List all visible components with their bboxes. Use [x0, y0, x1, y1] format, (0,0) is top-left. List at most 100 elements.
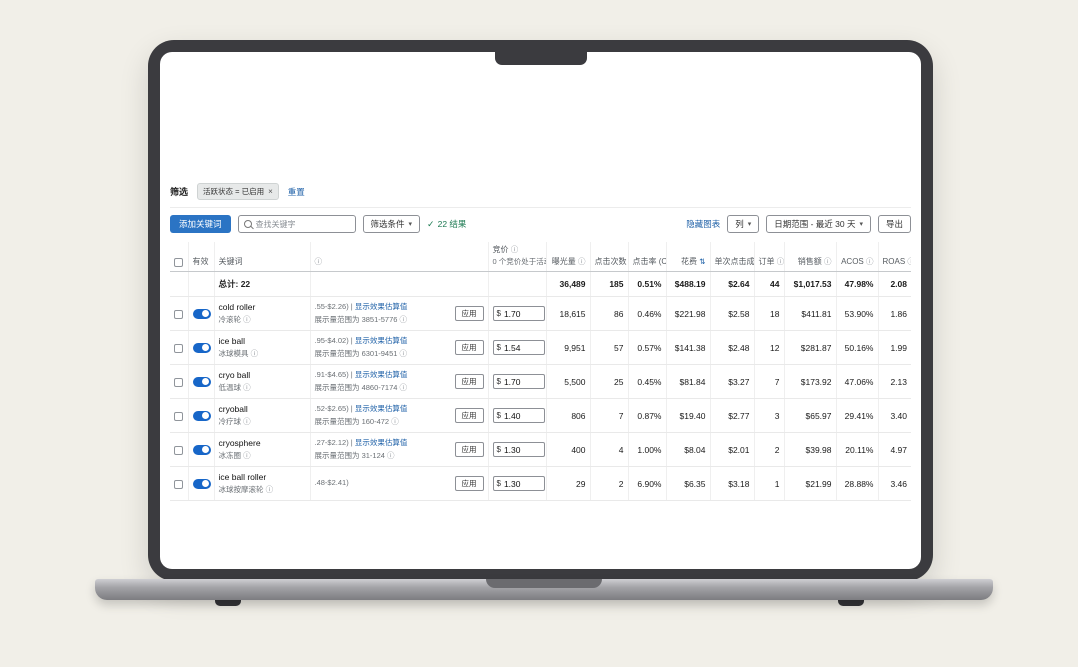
active-toggle[interactable] [192, 478, 211, 489]
table-row: ice ball 冰球模具 ⓘ .95-$4.02) | 显示效果估算值 展示量… [170, 330, 911, 365]
total-spend: $488.19 [665, 271, 710, 297]
keyword-translation: 冰球模具 [218, 349, 249, 358]
clicks-cell: 7 [589, 398, 628, 433]
active-toggle[interactable] [192, 444, 211, 455]
show-estimate-link[interactable]: 显示效果估算值 [354, 301, 408, 311]
col-keyword[interactable]: 关键词 [213, 242, 310, 272]
bid-value-input[interactable] [503, 410, 541, 421]
date-range-label: 日期范围 - 最近 30 天 [774, 219, 856, 229]
currency-symbol: $ [496, 445, 501, 454]
col-suggested-bid[interactable]: ⓘ [309, 242, 488, 272]
impressions-cell: 5,500 [545, 364, 590, 399]
col-active[interactable]: 有效 [187, 242, 214, 272]
bid-value-input[interactable] [503, 478, 541, 489]
apply-button[interactable]: 应用 [454, 340, 484, 355]
show-estimate-link[interactable]: 显示效果估算值 [354, 437, 408, 447]
total-ctr: 0.51% [627, 271, 666, 297]
impressions-cell: 18,615 [545, 296, 590, 331]
suggested-bid-range: .27-$2.12) | [314, 437, 353, 447]
sales-cell: $21.99 [783, 466, 836, 501]
apply-button[interactable]: 应用 [454, 306, 484, 321]
col-ctr[interactable]: 点击率 (CTR [627, 242, 666, 272]
apply-button[interactable]: 应用 [454, 442, 484, 457]
bid-input[interactable]: $ [492, 408, 545, 423]
bid-value-input[interactable] [503, 342, 541, 353]
select-all-checkbox[interactable] [174, 258, 183, 267]
bid-input[interactable]: $ [492, 476, 545, 491]
col-sales[interactable]: 销售额 ⓘ [783, 242, 836, 272]
col-bid[interactable]: 竞价 ⓘ 0 个竞价处于活动状... [487, 242, 546, 272]
active-toggle[interactable] [192, 410, 211, 421]
bid-input[interactable]: $ [492, 374, 545, 389]
suggested-bid-info-icon[interactable]: ⓘ [314, 257, 323, 266]
active-toggle[interactable] [192, 308, 211, 319]
apply-button[interactable]: 应用 [454, 374, 484, 389]
currency-symbol: $ [496, 309, 501, 318]
row-checkbox[interactable] [174, 343, 183, 353]
filter-label: 筛选 [170, 187, 189, 197]
laptop-frame: 筛选 活跃状态 = 已启用 × 重置 添加关键词 [148, 40, 933, 581]
total-orders: 44 [753, 271, 784, 297]
filter-conditions-label: 筛选条件 [370, 219, 405, 229]
keyword-search[interactable] [237, 215, 356, 233]
clicks-cell: 86 [589, 296, 628, 331]
col-clicks[interactable]: 点击次数 ⓘ [589, 242, 628, 272]
col-spend[interactable]: 花费 ⇅ [665, 242, 710, 272]
roas-cell: 2.13 [877, 364, 911, 399]
col-cpc[interactable]: 单次点击成本 (C [709, 242, 754, 272]
export-button[interactable]: 导出 [877, 215, 911, 233]
chip-close-icon[interactable]: × [268, 186, 273, 196]
info-icon: ⓘ [510, 245, 519, 254]
hide-chart-link[interactable]: 隐藏图表 [686, 219, 721, 229]
active-toggle[interactable] [192, 342, 211, 353]
acos-cell: 47.06% [835, 364, 878, 399]
bid-value-input[interactable] [503, 308, 541, 319]
sales-cell: $173.92 [783, 364, 836, 399]
bid-input[interactable]: $ [492, 306, 545, 321]
info-icon: ⓘ [824, 257, 832, 266]
col-roas[interactable]: ROAS ⓘ [877, 242, 911, 272]
ctr-cell: 0.87% [627, 398, 666, 433]
show-estimate-link[interactable]: 显示效果估算值 [354, 335, 408, 345]
filter-chip-active-enabled[interactable]: 活跃状态 = 已启用 × [197, 183, 279, 200]
row-checkbox[interactable] [174, 411, 183, 421]
bid-input[interactable]: $ [492, 340, 545, 355]
filter-conditions-dropdown[interactable]: 筛选条件 ▾ [362, 215, 421, 233]
spend-cell: $81.84 [665, 364, 710, 399]
cpc-cell: $3.18 [709, 466, 754, 501]
col-orders[interactable]: 订单 ⓘ [753, 242, 784, 272]
row-checkbox[interactable] [174, 445, 183, 455]
sales-cell: $65.97 [783, 398, 836, 433]
spend-cell: $141.38 [665, 330, 710, 365]
apply-button[interactable]: 应用 [454, 476, 484, 491]
keyword-translation: 冷滚轮 [218, 315, 242, 324]
search-input[interactable] [255, 219, 350, 229]
row-checkbox[interactable] [174, 377, 183, 387]
row-checkbox[interactable] [174, 309, 183, 319]
info-icon: ⓘ [391, 416, 399, 426]
show-estimate-link[interactable]: 显示效果估算值 [354, 369, 408, 379]
ctr-cell: 6.90% [627, 466, 666, 501]
total-clicks: 185 [589, 271, 628, 297]
total-acos: 47.98% [835, 271, 878, 297]
col-acos[interactable]: ACOS ⓘ [835, 242, 878, 272]
row-checkbox[interactable] [174, 479, 183, 489]
reset-link[interactable]: 重置 [287, 186, 305, 197]
total-impressions: 36,489 [545, 271, 590, 297]
chevron-down-icon: ▾ [747, 221, 752, 228]
date-range-dropdown[interactable]: 日期范围 - 最近 30 天 ▾ [766, 215, 871, 233]
columns-dropdown[interactable]: 列 ▾ [727, 215, 760, 233]
apply-button[interactable]: 应用 [454, 408, 484, 423]
bid-value-input[interactable] [503, 376, 541, 387]
bid-input[interactable]: $ [492, 442, 545, 457]
add-keywords-button[interactable]: 添加关键词 [170, 215, 231, 233]
keyword-name: ice ball [218, 336, 245, 346]
col-impressions[interactable]: 曝光量 ⓘ [545, 242, 590, 272]
keyword-translation: 冰冻圈 [218, 451, 242, 460]
show-estimate-link[interactable]: 显示效果估算值 [354, 403, 408, 413]
bid-value-input[interactable] [503, 444, 541, 455]
active-toggle[interactable] [192, 376, 211, 387]
total-roas: 2.08 [877, 271, 911, 297]
laptop-foot [215, 599, 241, 606]
